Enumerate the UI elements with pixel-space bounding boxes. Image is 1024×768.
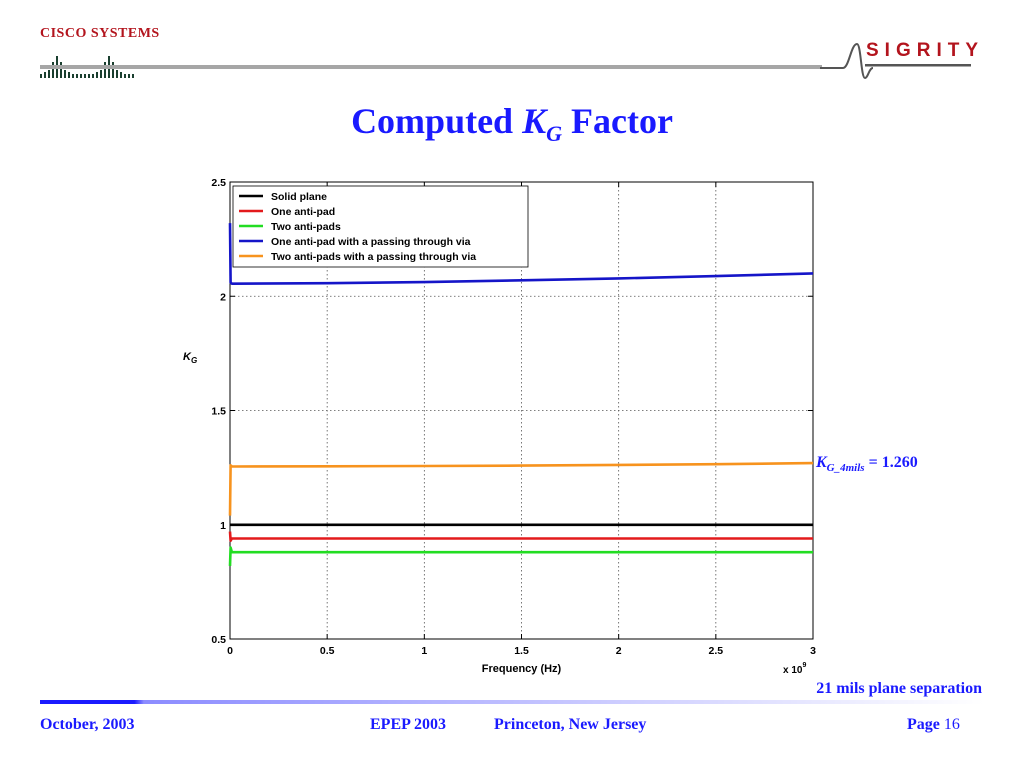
footer-rule (40, 700, 984, 704)
title-k: K (522, 101, 547, 141)
legend-label: One anti-pad with a passing through via (271, 236, 471, 248)
footer-conference: EPEP 2003 (370, 716, 447, 733)
sigrity-pulse-icon (820, 42, 971, 80)
y-tick-label: 0.5 (211, 634, 226, 646)
x-tick-label: 1.5 (514, 645, 529, 657)
x-axis-label: Frequency (Hz) (482, 663, 562, 675)
footer-page-label: Page (907, 716, 940, 733)
series-layer (228, 223, 814, 566)
kg-factor-chart: 0 0.5 1 1.5 2 2.5 30.511.522.5 Solid planeOne … (183, 177, 816, 676)
legend: Solid plane One anti-pad Two anti-pads One … (232, 185, 529, 268)
tick-layer: 0 0.5 1 1.5 2 2.5 30.511.522.5 (211, 177, 816, 657)
legend-box (232, 185, 529, 268)
x-multiplier-base: x 10 (783, 665, 803, 676)
series-line-5 (228, 461, 814, 516)
y-tick-label: 2 (220, 291, 226, 303)
x-tick-label: 1 (421, 645, 427, 657)
title-prefix: Computed (351, 101, 523, 141)
x-multiplier-exponent: 9 (802, 662, 806, 669)
series-line-3 (228, 546, 813, 566)
title-suffix: Factor (562, 101, 673, 141)
cisco-bars-icon (40, 56, 134, 78)
title-k-subscript: G (546, 121, 562, 147)
y-tick-label: 1 (220, 520, 226, 532)
footer-location: Princeton, New Jersey (494, 716, 647, 733)
header-rule (40, 65, 822, 69)
page-number-value: 16 (943, 716, 960, 733)
series-line-2 (228, 531, 813, 543)
series-line-4 (228, 223, 814, 285)
legend-label: Solid plane (271, 191, 327, 203)
slide-title: Computed KG Factor (0, 100, 1024, 147)
footer-page: Page 16 (907, 716, 960, 734)
x-tick-label: 3 (810, 645, 816, 657)
x-tick-label: 2 (616, 645, 622, 657)
x-tick-label: 0 (227, 645, 233, 657)
x-axis-multiplier: x 109 (783, 662, 806, 676)
y-tick-label: 2.5 (211, 177, 226, 189)
footer-date: October, 2003 (40, 716, 135, 733)
kg-annotation: KG_4mils = 1.260 (816, 454, 918, 474)
x-tick-label: 2.5 (709, 645, 724, 657)
footer-page-number: 16 (940, 716, 960, 733)
annotation-subscript: G_4mils (826, 462, 865, 475)
legend-label: Two anti-pads with a passing through via (271, 251, 476, 263)
y-axis-label: KG (183, 351, 197, 365)
y-tick-label: 1.5 (211, 406, 226, 418)
y-label-subscript: G (191, 356, 197, 365)
legend-label: One anti-pad (271, 206, 335, 218)
cisco-logo: CISCO SYSTEMS (40, 26, 159, 82)
plane-separation-note: 21 mils plane separation (816, 680, 982, 697)
annotation-k: K (816, 454, 827, 471)
y-label-k: K (183, 351, 192, 363)
annotation-value: = 1.260 (864, 454, 918, 471)
x-tick-label: 0.5 (320, 645, 335, 657)
cisco-logo-text: CISCO SYSTEMS (40, 26, 160, 41)
sigrity-logo-text: SIGRITY (866, 40, 985, 61)
legend-label: Two anti-pads (271, 221, 341, 233)
